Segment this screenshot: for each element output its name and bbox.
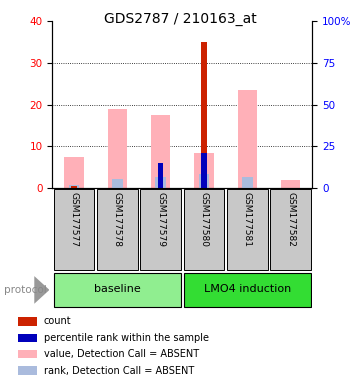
Bar — [108, 109, 127, 188]
Bar — [199, 174, 209, 188]
Bar — [242, 177, 253, 188]
Bar — [158, 163, 164, 188]
Text: GSM177577: GSM177577 — [70, 192, 78, 247]
Bar — [64, 157, 84, 188]
Bar — [151, 115, 170, 188]
Text: baseline: baseline — [94, 284, 141, 294]
Bar — [270, 189, 311, 270]
Bar — [155, 177, 166, 188]
Bar — [69, 185, 79, 188]
Bar — [18, 334, 37, 342]
Bar — [97, 189, 138, 270]
Text: value, Detection Call = ABSENT: value, Detection Call = ABSENT — [44, 349, 199, 359]
Text: GSM177579: GSM177579 — [156, 192, 165, 247]
Text: protocol: protocol — [4, 285, 46, 295]
Bar — [194, 153, 214, 188]
Bar — [201, 42, 207, 188]
Text: rank, Detection Call = ABSENT: rank, Detection Call = ABSENT — [44, 366, 194, 376]
Bar — [227, 189, 268, 270]
Text: GSM177581: GSM177581 — [243, 192, 252, 247]
Bar — [18, 366, 37, 375]
Bar — [54, 189, 94, 270]
Text: percentile rank within the sample: percentile rank within the sample — [44, 333, 209, 343]
Bar — [184, 189, 224, 270]
Bar — [238, 90, 257, 188]
Bar — [140, 189, 181, 270]
Bar — [112, 179, 123, 188]
Bar — [281, 180, 300, 188]
Bar — [158, 163, 164, 188]
Polygon shape — [34, 276, 49, 304]
Bar — [184, 273, 311, 307]
Bar — [18, 317, 37, 326]
Text: LMO4 induction: LMO4 induction — [204, 284, 291, 294]
Bar — [18, 350, 37, 358]
Text: GSM177580: GSM177580 — [200, 192, 208, 247]
Bar — [54, 273, 181, 307]
Text: GSM177578: GSM177578 — [113, 192, 122, 247]
Text: GSM177582: GSM177582 — [286, 192, 295, 247]
Text: GDS2787 / 210163_at: GDS2787 / 210163_at — [104, 12, 257, 25]
Bar — [201, 153, 207, 188]
Bar — [71, 187, 77, 188]
Text: count: count — [44, 316, 71, 326]
